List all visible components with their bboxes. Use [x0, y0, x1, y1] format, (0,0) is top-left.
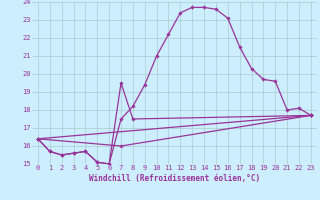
X-axis label: Windchill (Refroidissement éolien,°C): Windchill (Refroidissement éolien,°C) [89, 174, 260, 183]
